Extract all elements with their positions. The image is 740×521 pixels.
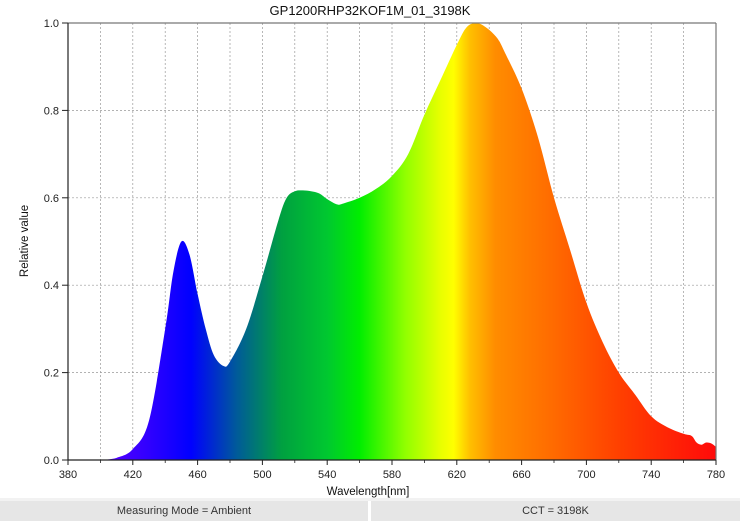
- svg-text:740: 740: [642, 469, 660, 481]
- x-axis-ticks: 380 420 460 500 540 580 620 660 700 740 780: [59, 460, 725, 481]
- svg-text:1.0: 1.0: [44, 18, 59, 30]
- svg-text:700: 700: [577, 469, 595, 481]
- svg-text:580: 580: [383, 469, 401, 481]
- svg-text:0.6: 0.6: [44, 193, 59, 205]
- spectrum-area: [100, 23, 716, 460]
- svg-text:420: 420: [124, 469, 142, 481]
- svg-text:780: 780: [707, 469, 725, 481]
- svg-text:0.0: 0.0: [44, 455, 59, 467]
- status-separator: [368, 501, 371, 521]
- svg-text:620: 620: [448, 469, 466, 481]
- svg-text:380: 380: [59, 469, 77, 481]
- svg-text:460: 460: [188, 469, 206, 481]
- svg-text:0.2: 0.2: [44, 368, 59, 380]
- status-divider: [0, 498, 740, 501]
- svg-text:660: 660: [512, 469, 530, 481]
- y-axis-label: Relative value: [19, 205, 31, 277]
- spectrum-chart: 380 420 460 500 540 580 620 660 700 740 780 0.0 0.2…: [19, 18, 725, 498]
- svg-text:500: 500: [253, 469, 271, 481]
- svg-text:540: 540: [318, 469, 336, 481]
- y-axis-ticks: 0.0 0.2 0.4 0.6 0.8 1.0: [44, 18, 68, 467]
- svg-text:0.8: 0.8: [44, 105, 59, 117]
- svg-text:0.4: 0.4: [44, 280, 59, 292]
- cct-status: CCT = 3198K: [371, 501, 740, 521]
- chart-title: GP1200RHP32KOF1M_01_3198K: [269, 3, 471, 18]
- measuring-mode-status: Measuring Mode = Ambient: [0, 501, 368, 521]
- x-axis-label: Wavelength[nm]: [327, 486, 410, 498]
